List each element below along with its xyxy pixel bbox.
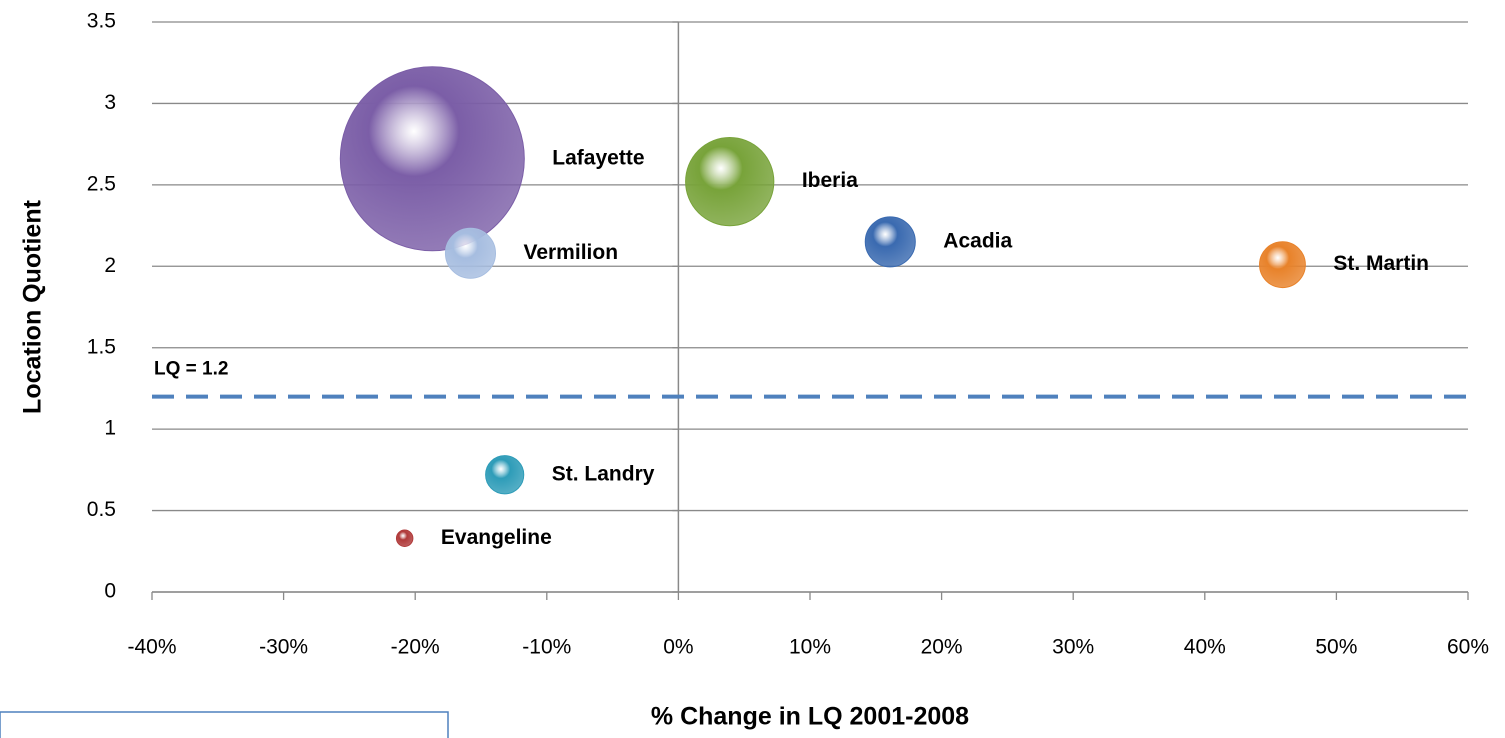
x-tick-label: 10% [789,636,831,659]
x-tick-label: -40% [127,636,176,659]
y-tick-label: 2.5 [87,172,116,195]
reference-label: LQ = 1.2 [154,359,228,380]
bubble [485,455,525,495]
bubble [395,529,414,547]
y-tick-label: 1.5 [87,335,116,358]
y-axis-title: Location Quotient [19,199,47,414]
x-axis-title: % Change in LQ 2001-2008 [651,703,969,731]
data-label: Vermilion [523,241,618,264]
data-label: Iberia [802,169,858,192]
x-tick-label: 40% [1184,636,1226,659]
x-tick-label: 20% [921,636,963,659]
y-tick-label: 1 [104,417,116,440]
data-label: Evangeline [441,526,552,549]
y-tick-label: 3 [104,91,116,114]
x-tick-label: 30% [1052,636,1094,659]
note-box [0,711,449,738]
y-tick-label: 2 [104,254,116,277]
bubble [685,136,775,227]
data-label: St. Martin [1333,252,1429,275]
data-label: St. Landry [552,462,655,485]
y-tick-label: 0.5 [87,498,116,521]
bubble [1259,241,1306,289]
x-tick-label: 0% [663,636,693,659]
x-tick-label: 60% [1447,636,1489,659]
bubble [444,227,496,279]
bubble [864,216,916,268]
y-tick-label: 3.5 [87,10,116,33]
x-tick-label: -30% [259,636,308,659]
x-tick-label: -10% [522,636,571,659]
y-tick-label: 0 [104,580,116,603]
x-tick-label: 50% [1315,636,1357,659]
data-label: Acadia [943,229,1012,252]
data-label: Lafayette [552,146,644,169]
bubble [339,66,525,252]
x-tick-label: -20% [391,636,440,659]
